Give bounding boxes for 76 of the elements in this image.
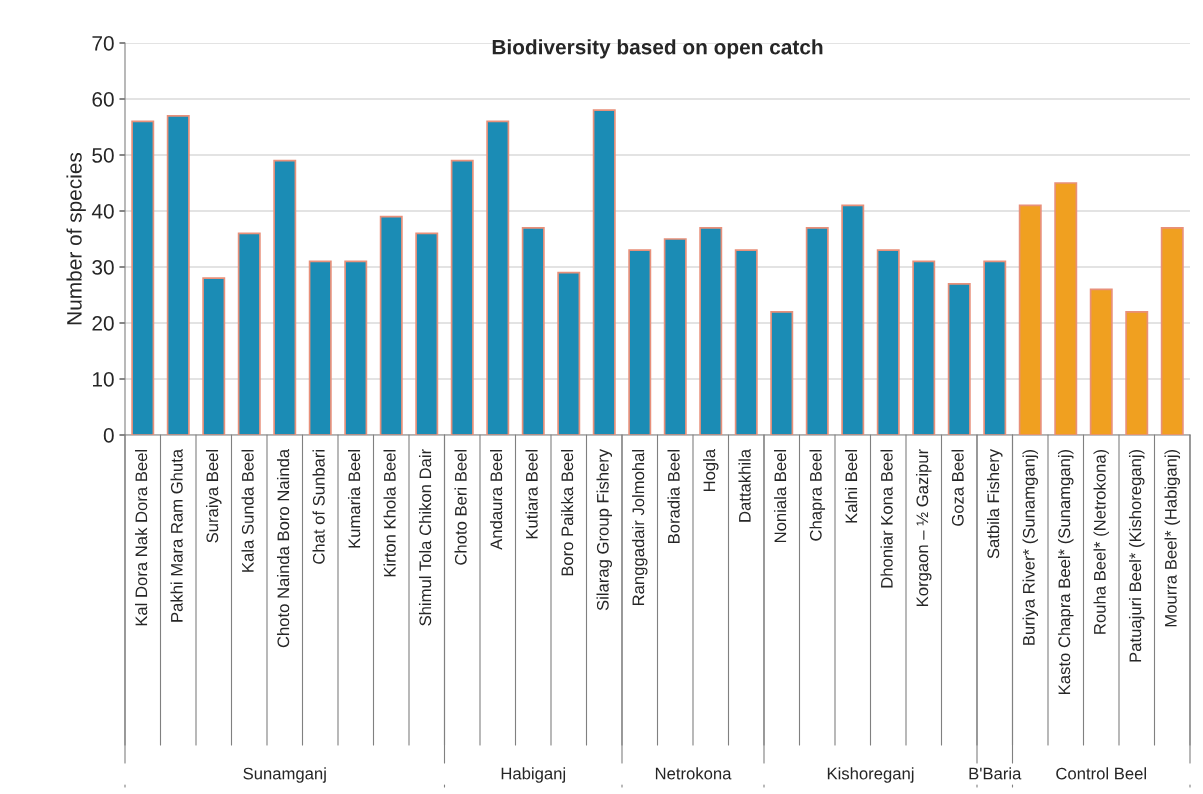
y-tick-label: 60: [92, 92, 114, 107]
x-tick-label: Hogla: [702, 448, 719, 492]
text: Habiganj: [501, 767, 566, 783]
bar: [805, 226, 829, 435]
bar: [770, 310, 794, 435]
x-tick-label: Dattakhila: [738, 448, 751, 522]
x-tick-label: Andaura Beel: [489, 450, 503, 550]
x-tick-label: Chapra Beel: [809, 450, 826, 541]
x-tick-label: Kalni Beel: [844, 450, 858, 523]
bar: [663, 238, 687, 435]
x-tick-label: Suraiya Beel: [205, 450, 222, 543]
text: Netrokona: [655, 767, 732, 780]
x-tick-label: Kumaria Beel: [347, 450, 361, 548]
bar: [876, 249, 900, 435]
y-tick-label: 0: [103, 428, 114, 443]
x-tick-label: Noniala Beel: [773, 450, 787, 543]
x-tick-label: Pakhi Mara Ram Ghuta: [170, 448, 183, 622]
bar: [1125, 310, 1149, 435]
bar: [1089, 288, 1113, 435]
x-tick-label: Goza Beel: [951, 450, 964, 526]
x-tick-label: Choto Beri Beel: [454, 450, 467, 565]
text: Control Beel: [1056, 767, 1146, 780]
x-tick-label: Silarag Group Fishery: [596, 448, 613, 611]
x-tick-label: Mourra Beel* (Habiganj): [1164, 449, 1181, 627]
x-tick-label: Patuajuri Beel* (Kishoreganj): [1128, 449, 1145, 662]
bar: [947, 282, 971, 435]
bar: [841, 204, 865, 435]
bar: [379, 215, 403, 435]
bar: [1160, 226, 1184, 435]
bar: [592, 109, 616, 435]
x-tick-label: Ranggadair Jolmohal: [631, 449, 648, 606]
y-tick-label: 10: [93, 372, 114, 387]
bar: [699, 226, 723, 435]
bar: [344, 260, 368, 435]
x-tick-label: Choto Nainda Boro Nainda: [276, 448, 290, 648]
x-tick-label: Kala Sunda Beel: [241, 450, 254, 572]
x-tick-label: Kal Dora Nak Dora Beel: [134, 450, 148, 626]
x-tick-label: Boradia Beel: [667, 450, 680, 543]
x-tick-label: Shimul Tola Chikon Dair: [418, 449, 432, 626]
x-tick-label: Rouha Beel* (Netrokona): [1093, 449, 1110, 634]
x-tick-label: Boro Paikka Beel: [560, 450, 574, 576]
text: Sunamganj: [243, 767, 326, 783]
text: Kishoreganj: [827, 767, 914, 783]
bar: [1018, 204, 1042, 435]
bar: [237, 232, 261, 435]
chart-title: Biodiversity based on open catch: [492, 39, 823, 59]
x-tick-label: Buriya River* (Sunamganj): [1022, 449, 1039, 645]
bar: [202, 277, 226, 435]
y-tick-label: 30: [92, 260, 114, 275]
bar: [486, 120, 510, 435]
x-tick-label: Chat of Sunbari: [312, 450, 325, 564]
y-tick-label: 40: [91, 204, 114, 219]
bar: [415, 232, 439, 435]
x-tick-label: Dhoniar Kona Beel: [880, 450, 893, 588]
bar: [912, 260, 936, 435]
x-tick-label: Kutiara Beel: [525, 450, 538, 539]
bar: [1054, 182, 1078, 435]
x-tick-label: Kasto Chapra Beel* (Sunamganj): [1057, 449, 1074, 694]
y-axis-title: Number of species: [66, 152, 86, 325]
bar: [628, 249, 652, 435]
bar: [734, 249, 758, 435]
bar: [450, 159, 474, 435]
bar: [166, 114, 190, 435]
bar: [521, 226, 545, 435]
bar: [273, 159, 297, 435]
y-tick-label: 70: [92, 36, 114, 51]
bar: [308, 260, 332, 435]
bar: [557, 271, 581, 435]
x-tick-label: Satbila Fishery: [986, 448, 1003, 559]
x-tick-label: Korgaon – ½ Gazipur: [915, 449, 932, 606]
bar: [131, 120, 155, 435]
bar: [983, 260, 1007, 435]
y-tick-label: 50: [92, 148, 114, 163]
x-tick-label: Kirton Khola Beel: [383, 450, 396, 577]
text: B'Baria: [969, 767, 1022, 780]
y-tick-label: 20: [92, 316, 114, 331]
